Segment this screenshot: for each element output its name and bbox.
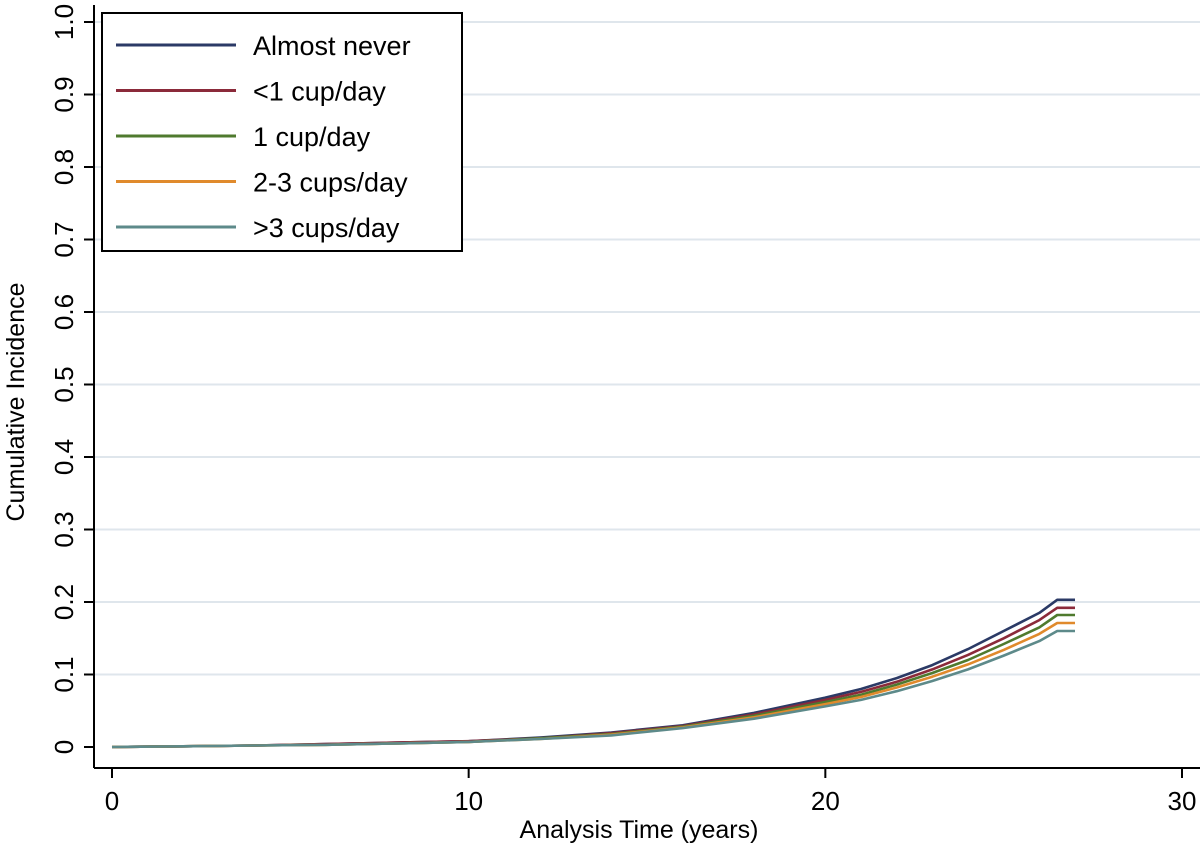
y-tick-label: 0.2 [49,584,79,620]
y-tick-label: 0.3 [49,511,79,547]
legend-label: Almost never [253,31,411,61]
y-tick-label: 0.1 [49,656,79,692]
y-axis-title: Cumulative Incidence [2,282,30,521]
x-tick-label: 0 [105,786,119,816]
x-tick-label: 30 [1168,786,1197,816]
series-lines [111,598,1075,749]
y-tick-label: 0.5 [49,366,79,402]
legend-label: 1 cup/day [253,122,371,152]
x-tick-label: 20 [811,786,840,816]
y-tick-label: 0.6 [49,294,79,330]
y-tick-label: 0.4 [49,439,79,475]
series-line [111,629,1075,749]
legend-label: 2-3 cups/day [253,168,408,198]
y-tick-label: 1.0 [49,4,79,40]
y-tick-label: 0.7 [49,221,79,257]
x-tick-label: 10 [454,786,483,816]
legend-box [101,12,463,252]
x-axis-title: Analysis Time (years) [520,816,759,844]
y-tick-label: 0 [49,740,79,754]
y-tick-label: 0.8 [49,149,79,185]
legend: Almost never <1 cup/day 1 cup/day 2-3 cups/… [101,12,463,252]
legend-label: >3 cups/day [253,213,400,243]
y-tick-label: 0.9 [49,76,79,112]
legend-label: <1 cup/day [253,77,386,107]
axes: 0 0.1 0.2 0.3 0.4 0.5 0.6 0.7 0.8 0.9 1.0 0 10 20 30 [49,4,1200,816]
